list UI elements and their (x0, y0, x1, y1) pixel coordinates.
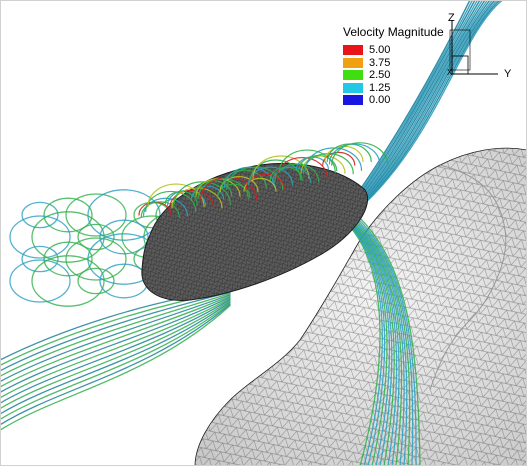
streamline (147, 183, 205, 208)
y-axis-label: Y (504, 68, 512, 80)
legend-swatch (343, 57, 363, 68)
legend-label: 3.75 (369, 56, 391, 69)
streamline (31, 211, 105, 263)
streamline (295, 156, 330, 171)
streamline (0, 296, 231, 394)
streamline (252, 155, 310, 179)
streamline (21, 201, 59, 229)
streamline (0, 302, 231, 421)
streamline (304, 147, 363, 171)
streamline (99, 219, 149, 255)
streamline (0, 304, 231, 431)
streamline (300, 155, 346, 174)
streamline (9, 215, 71, 259)
streamline (0, 298, 231, 404)
streamline (43, 197, 93, 233)
streamline (345, 0, 499, 220)
streamline (219, 176, 259, 193)
streamline (347, 213, 411, 466)
streamline (0, 300, 231, 410)
z-axis-label: Z (448, 12, 455, 24)
streamline (65, 237, 127, 281)
streamline (43, 241, 93, 277)
legend-entry: 5.00 (343, 44, 390, 56)
x-axis-label: X (447, 68, 453, 77)
streamline (335, 210, 403, 466)
legend-label: 1.25 (369, 81, 391, 94)
streamline (331, 142, 389, 166)
legend-entry: 3.75 (343, 57, 390, 69)
streamline (169, 189, 215, 209)
streamline (342, 0, 494, 222)
streamline (197, 178, 249, 200)
axis-triad (451, 20, 498, 75)
streamline (199, 176, 258, 201)
streamline (140, 201, 180, 218)
streamline (87, 189, 161, 241)
streamline (343, 212, 408, 466)
streamline (221, 169, 267, 189)
streamline (9, 259, 71, 303)
fuselage-body (194, 147, 527, 466)
legend-entry: 0.00 (343, 94, 390, 106)
streamline (347, 0, 501, 219)
legend-swatch (343, 45, 363, 55)
streamline (0, 292, 231, 377)
legend-label: 0.00 (369, 94, 391, 106)
streamline (0, 303, 231, 426)
legend-swatch (343, 70, 363, 80)
streamline (190, 185, 225, 200)
streamline (243, 177, 277, 192)
streamline (173, 181, 231, 205)
leading-edge-streamlines (138, 142, 389, 218)
streamline (217, 183, 251, 198)
legend-title: Velocity Magnitude (343, 25, 444, 39)
streamline (322, 151, 356, 166)
streamline (278, 149, 336, 174)
streamline (31, 255, 105, 307)
streamline (0, 291, 231, 372)
streamline (65, 193, 127, 237)
streamline (0, 295, 231, 388)
legend-label: 5.00 (369, 44, 391, 56)
streamline (271, 166, 312, 183)
streamline (339, 211, 405, 466)
streamline (0, 294, 231, 383)
streamline (351, 214, 414, 466)
streamline (359, 217, 421, 466)
streamline (355, 216, 417, 466)
streamline (348, 0, 504, 218)
legend-swatch (343, 82, 363, 93)
streamline (245, 173, 285, 191)
streamline (0, 297, 231, 399)
legend-swatch (343, 95, 363, 105)
streamline (328, 143, 381, 165)
streamline (0, 301, 231, 415)
legend-entry: 2.50 (343, 69, 390, 81)
legend-entry: 1.25 (343, 82, 390, 94)
streamline (77, 267, 115, 295)
legend-label: 2.50 (369, 69, 391, 81)
streamline (21, 245, 59, 273)
streamline (344, 0, 496, 221)
